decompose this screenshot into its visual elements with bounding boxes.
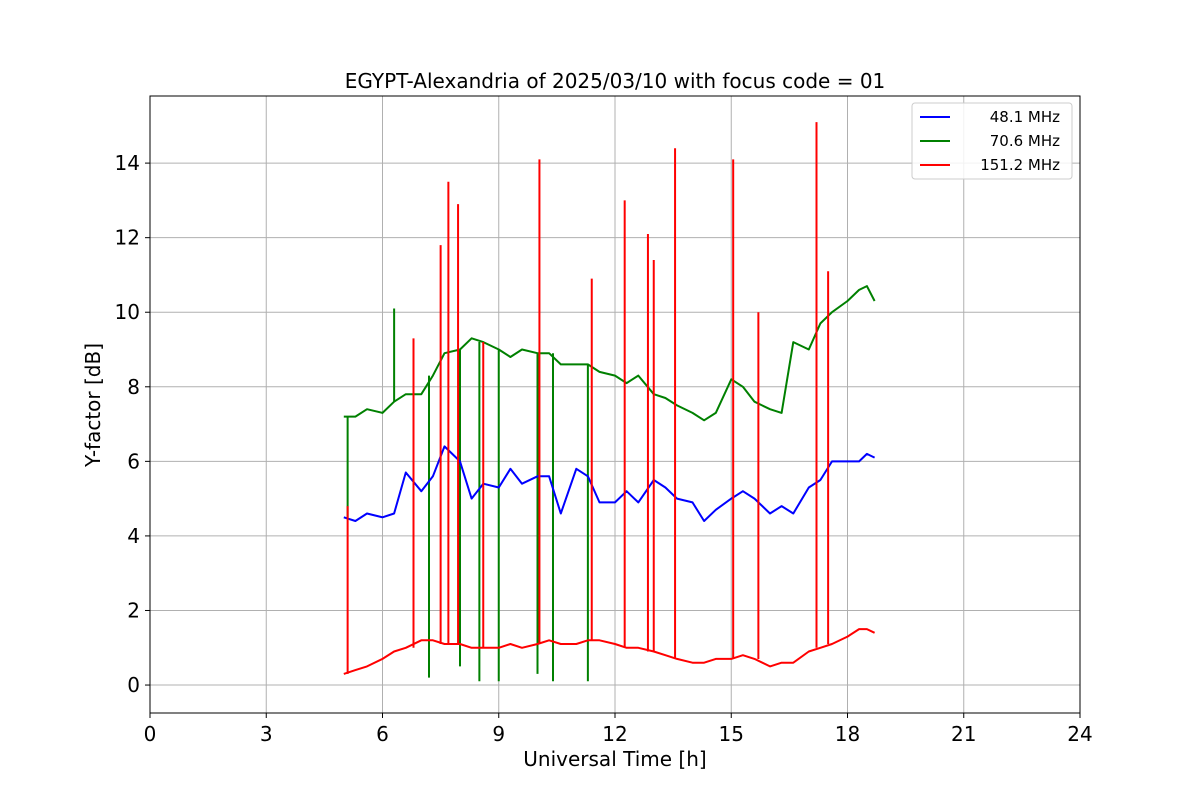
x-tick-label: 15 (719, 722, 744, 746)
y-tick-label: 12 (115, 226, 140, 250)
x-tick-label: 9 (492, 722, 505, 746)
y-tick-label: 14 (115, 151, 140, 175)
x-tick-label: 0 (144, 722, 157, 746)
legend-label: 151.2 MHz (980, 156, 1060, 174)
legend-label: 70.6 MHz (990, 132, 1060, 150)
x-axis: 0 3 6 9 12 15 18 21 24 (144, 713, 1093, 746)
y-axis-label: Y-factor [dB] (81, 343, 105, 468)
y-tick-label: 8 (127, 375, 140, 399)
series-line-151-2-mhz (343, 628, 876, 675)
y-tick-label: 6 (127, 449, 140, 473)
x-tick-label: 24 (1067, 722, 1092, 746)
x-tick-label: 21 (951, 722, 976, 746)
series-70-6-mhz (343, 285, 876, 682)
chart-title: EGYPT-Alexandria of 2025/03/10 with focu… (345, 69, 886, 93)
x-tick-label: 12 (602, 722, 627, 746)
legend-box (911, 102, 1073, 180)
x-tick-label: 6 (376, 722, 389, 746)
series-line-70-6-mhz (343, 285, 876, 422)
y-axis: 0 2 4 6 8 10 12 14 (115, 151, 150, 697)
y-tick-label: 0 (127, 673, 140, 697)
x-axis-label: Universal Time [h] (523, 747, 706, 771)
series-layer (343, 122, 876, 682)
series-151-2-mhz (343, 122, 876, 675)
legend: 48.1 MHz 70.6 MHz 151.2 MHz (911, 102, 1073, 180)
series-line-48-1-mhz (343, 445, 876, 522)
y-tick-label: 10 (115, 300, 140, 324)
series-48-1-mhz (343, 445, 876, 522)
y-tick-label: 4 (127, 524, 140, 548)
legend-label: 48.1 MHz (990, 108, 1060, 126)
x-tick-label: 18 (835, 722, 860, 746)
y-tick-label: 2 (127, 598, 140, 622)
grid (149, 96, 1081, 713)
x-tick-label: 3 (260, 722, 273, 746)
